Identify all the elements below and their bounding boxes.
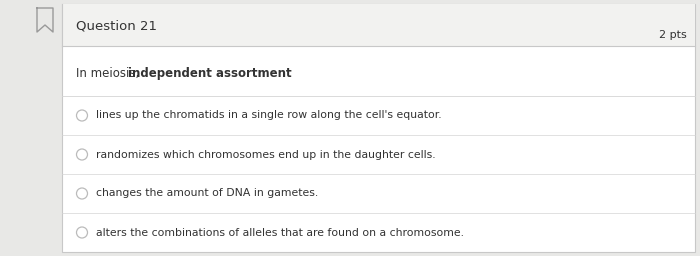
Text: Question 21: Question 21 — [76, 19, 157, 33]
Bar — [62, 4, 695, 46]
Text: independent assortment: independent assortment — [128, 68, 292, 80]
Text: In meiosis,: In meiosis, — [76, 68, 143, 80]
Text: alters the combinations of alleles that are found on a chromosome.: alters the combinations of alleles that … — [96, 228, 464, 238]
Text: randomizes which chromosomes end up in the daughter cells.: randomizes which chromosomes end up in t… — [96, 150, 435, 159]
Text: changes the amount of DNA in gametes.: changes the amount of DNA in gametes. — [96, 188, 318, 198]
Text: lines up the chromatids in a single row along the cell's equator.: lines up the chromatids in a single row … — [96, 111, 442, 121]
Text: 2 pts: 2 pts — [659, 30, 687, 40]
